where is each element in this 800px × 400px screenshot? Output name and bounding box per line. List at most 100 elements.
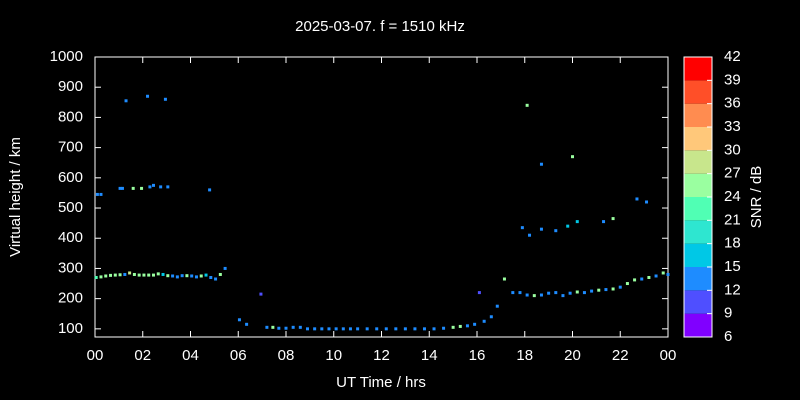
echo-point <box>104 274 108 278</box>
echo-point <box>465 324 469 328</box>
x-tick-label: 14 <box>421 347 438 364</box>
echo-point <box>590 289 594 293</box>
echo-point <box>123 272 127 276</box>
echo-point <box>171 274 175 278</box>
echo-point <box>223 266 227 270</box>
echo-point <box>175 275 179 279</box>
x-tick-label: 16 <box>469 347 486 364</box>
echo-point <box>208 188 212 192</box>
echo-point <box>166 274 170 278</box>
echo-point <box>539 293 543 297</box>
echo-point <box>142 273 146 277</box>
echo-point <box>124 99 128 103</box>
echo-point <box>204 273 208 277</box>
echo-point <box>209 275 213 279</box>
echo-point <box>237 318 241 322</box>
echo-point <box>532 294 536 298</box>
echo-point <box>320 327 324 331</box>
echo-point <box>132 272 136 276</box>
echo-point <box>528 233 532 237</box>
echo-point <box>633 278 637 282</box>
colorbar-tick-label: 21 <box>724 211 741 228</box>
echo-point <box>190 274 194 278</box>
echo-point <box>180 274 184 278</box>
colorbar-tick-label: 39 <box>724 71 741 88</box>
echo-point <box>99 275 103 279</box>
y-axis-label: Virtual height / km <box>7 137 24 257</box>
x-tick-label: 04 <box>182 347 199 364</box>
echo-point <box>245 322 249 326</box>
echo-point <box>539 162 543 166</box>
y-tick-label: 1000 <box>50 48 83 65</box>
echo-point <box>120 186 124 190</box>
echo-point <box>604 288 608 292</box>
echo-point <box>284 326 288 330</box>
echo-point <box>518 291 522 295</box>
echo-point <box>625 282 629 286</box>
echo-point <box>597 288 601 292</box>
echo-point <box>477 291 481 295</box>
echo-point <box>511 291 515 295</box>
echo-point <box>482 319 486 323</box>
colorbar-block <box>684 313 712 337</box>
echo-point <box>148 185 152 189</box>
echo-point <box>128 271 132 275</box>
echo-point <box>109 273 113 277</box>
echo-point <box>403 327 407 331</box>
echo-point <box>313 327 317 331</box>
colorbar-block <box>684 267 712 291</box>
echo-point <box>520 226 524 230</box>
echo-point <box>602 220 606 224</box>
colorbar-tick-label: 30 <box>724 141 741 158</box>
x-tick-label: 12 <box>373 347 390 364</box>
x-tick-label: 18 <box>516 347 533 364</box>
echo-point <box>194 275 198 279</box>
echo-point <box>654 274 658 278</box>
echo-point <box>489 315 493 319</box>
colorbar-block <box>684 220 712 244</box>
colorbar-tick-label: 12 <box>724 281 741 298</box>
echo-point <box>375 327 379 331</box>
colorbar-block <box>684 127 712 151</box>
echo-point <box>99 192 103 196</box>
x-tick-label: 02 <box>134 347 151 364</box>
echo-point <box>502 277 506 281</box>
echo-point <box>647 275 651 279</box>
echo-point <box>265 325 269 329</box>
echo-point <box>525 103 529 107</box>
colorbar-tick-label: 27 <box>724 165 741 182</box>
echo-point <box>611 287 615 291</box>
colorbar-block <box>684 150 712 174</box>
echo-point <box>473 322 477 326</box>
echo-point <box>422 327 426 331</box>
x-tick-label: 08 <box>278 347 295 364</box>
colorbar-block <box>684 197 712 221</box>
echo-point <box>582 291 586 295</box>
echo-point <box>432 327 436 331</box>
echo-point <box>611 217 615 221</box>
echo-point <box>151 273 155 277</box>
echo-point <box>635 197 639 201</box>
echo-point <box>561 294 565 298</box>
echo-point <box>218 272 222 276</box>
echo-point <box>305 327 309 331</box>
y-tick-label: 200 <box>58 290 83 307</box>
echo-point <box>271 325 275 329</box>
echo-point <box>554 291 558 295</box>
x-tick-label: 10 <box>325 347 342 364</box>
y-tick-label: 600 <box>58 169 83 186</box>
echo-point <box>147 273 151 277</box>
x-tick-label: 22 <box>612 347 629 364</box>
echo-point <box>277 326 281 330</box>
echo-point <box>94 275 98 279</box>
plot-frame <box>94 56 669 338</box>
colorbar-tick-label: 18 <box>724 235 741 252</box>
echo-point <box>137 273 141 277</box>
y-tick-label: 800 <box>58 108 83 125</box>
x-tick-label: 00 <box>660 347 677 364</box>
echo-point <box>618 285 622 289</box>
x-axis-label: UT Time / hrs <box>336 374 426 391</box>
echo-point <box>259 292 263 296</box>
echo-point <box>566 224 570 228</box>
